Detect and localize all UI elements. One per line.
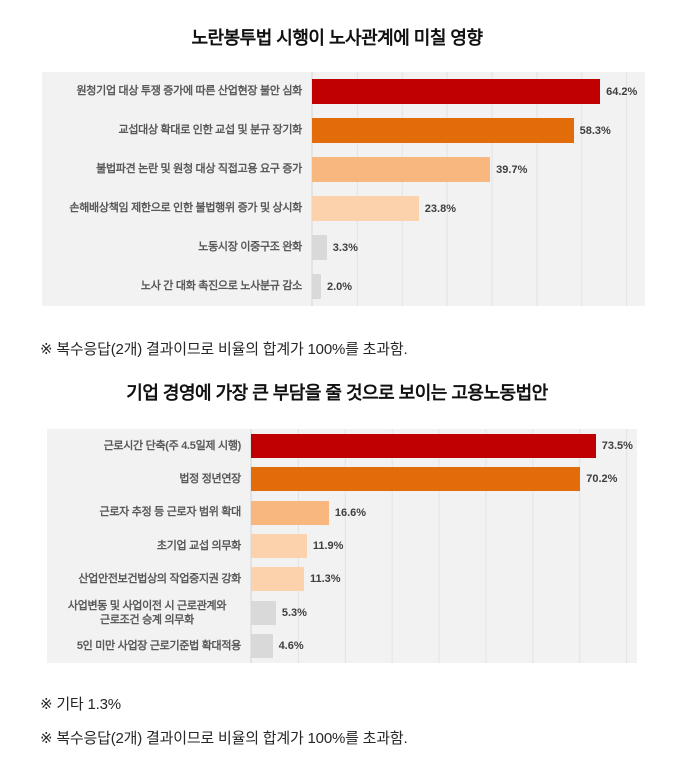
bar xyxy=(312,274,321,299)
category-label: 노사 간 대화 촉진으로 노사분규 감소 xyxy=(140,280,302,293)
bar-row: 원청기업 대상 투쟁 증가에 따른 산업현장 불안 심화 64.2% xyxy=(42,72,645,111)
bar-row: 손해배상책임 제한으로 인한 불법행위 증가 및 상시화 23.8% xyxy=(42,189,645,228)
plot-area: 23.8% xyxy=(311,189,645,228)
plot-area: 16.6% xyxy=(250,495,637,530)
chart2-note-multiple-response: ※ 복수응답(2개) 결과이므로 비율의 합계가 100%를 초과함. xyxy=(40,730,408,747)
category-label: 노동시장 이중구조 완화 xyxy=(198,241,302,254)
value-label: 11.3% xyxy=(309,573,341,586)
bar-row: 초기업 교섭 의무화 11.9% xyxy=(47,529,637,563)
value-label: 73.5% xyxy=(601,439,633,452)
bar xyxy=(312,79,601,104)
chart2-bar-chart: 근로시간 단축(주 4.5일제 시행) 73.5% 법정 정년연장 70.2% 근로자 … xyxy=(47,429,637,663)
bar-row: 노동시장 이중구조 완화 3.3% xyxy=(42,228,645,267)
bar xyxy=(251,634,273,659)
value-label: 3.3% xyxy=(332,241,358,254)
bar xyxy=(251,533,307,558)
value-label: 4.6% xyxy=(278,640,304,653)
bar-row: 법정 정년연장 70.2% xyxy=(47,462,637,496)
bar xyxy=(251,567,304,592)
plot-area: 73.5% xyxy=(250,429,637,463)
value-label: 2.0% xyxy=(326,280,353,293)
bar xyxy=(251,600,276,625)
bar xyxy=(312,157,491,182)
bar xyxy=(312,235,327,260)
bar xyxy=(312,118,574,143)
plot-area: 2.0% xyxy=(311,267,645,306)
category-label: 근로자 추정 등 근로자 범위 확대 xyxy=(99,506,242,519)
bar xyxy=(251,500,329,525)
category-label: 사업변동 및 사업이전 시 근로관계와 근로조건 승계 의무화 xyxy=(67,599,227,626)
value-label: 11.9% xyxy=(312,539,344,552)
bar-row: 근로시간 단축(주 4.5일제 시행) 73.5% xyxy=(47,429,637,463)
category-label: 교섭대상 확대로 인한 교섭 및 분규 장기화 xyxy=(118,124,303,137)
bar-row: 불법파견 논란 및 원청 대상 직접고용 요구 증가 39.7% xyxy=(42,150,645,189)
category-label: 초기업 교섭 의무화 xyxy=(156,539,241,552)
value-label: 23.8% xyxy=(424,202,456,215)
value-label: 5.3% xyxy=(281,606,307,619)
bar xyxy=(312,196,419,221)
bar-row: 5인 미만 사업장 근로기준법 확대적용 4.6% xyxy=(47,629,637,663)
value-label: 39.7% xyxy=(496,163,528,176)
category-label: 법정 정년연장 xyxy=(179,472,241,485)
plot-area: 70.2% xyxy=(250,462,637,496)
plot-area: 11.3% xyxy=(250,562,637,597)
plot-area: 4.6% xyxy=(250,629,637,663)
plot-area: 58.3% xyxy=(311,111,645,150)
category-label: 산업안전보건법상의 작업중지권 강화 xyxy=(78,573,241,586)
plot-area: 39.7% xyxy=(311,150,645,189)
category-label: 5인 미만 사업장 근로기준법 확대적용 xyxy=(76,640,241,653)
plot-area: 11.9% xyxy=(250,529,637,563)
bar-row: 교섭대상 확대로 인한 교섭 및 분규 장기화 58.3% xyxy=(42,111,645,150)
chart1-title: 노란봉투법 시행이 노사관계에 미칠 영향 xyxy=(191,28,483,48)
plot-area: 5.3% xyxy=(250,596,637,630)
bar-row: 산업안전보건법상의 작업중지권 강화 11.3% xyxy=(47,562,637,597)
bar-row: 근로자 추정 등 근로자 범위 확대 16.6% xyxy=(47,495,637,530)
bar-row: 사업변동 및 사업이전 시 근로관계와 근로조건 승계 의무화 5.3% xyxy=(47,596,637,630)
chart1-bar-chart: 원청기업 대상 투쟁 증가에 따른 산업현장 불안 심화 64.2% 교섭대상 확대… xyxy=(42,72,645,306)
category-label: 원청기업 대상 투쟁 증가에 따른 산업현장 불안 심화 xyxy=(76,85,302,98)
chart2-title: 기업 경영에 가장 큰 부담을 줄 것으로 보이는 고용노동법안 xyxy=(126,383,548,403)
plot-area: 64.2% xyxy=(311,72,645,111)
category-label: 근로시간 단축(주 4.5일제 시행) xyxy=(103,439,242,452)
chart2-note-etc: ※ 기타 1.3% xyxy=(40,696,121,713)
bar xyxy=(251,467,581,492)
plot-area: 3.3% xyxy=(311,228,645,267)
value-label: 58.3% xyxy=(579,124,611,137)
chart1-note-multiple-response: ※ 복수응답(2개) 결과이므로 비율의 합계가 100%를 초과함. xyxy=(40,341,408,358)
category-label: 불법파견 논란 및 원청 대상 직접고용 요구 증가 xyxy=(96,163,302,176)
category-label: 손해배상책임 제한으로 인한 불법행위 증가 및 상시화 xyxy=(69,202,302,215)
value-label: 16.6% xyxy=(334,506,367,519)
value-label: 64.2% xyxy=(606,85,638,98)
bar xyxy=(251,433,596,458)
value-label: 70.2% xyxy=(586,473,618,486)
bar-row: 노사 간 대화 촉진으로 노사분규 감소 2.0% xyxy=(42,267,645,306)
